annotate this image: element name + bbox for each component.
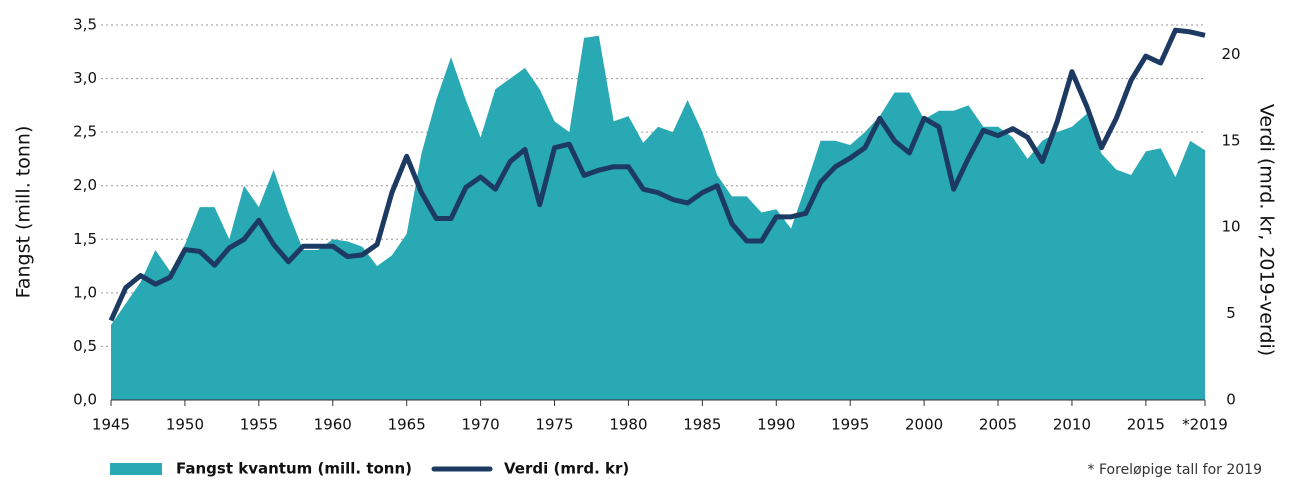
x-tick-label: 1970 — [462, 416, 500, 434]
x-tick-label: 1950 — [166, 416, 204, 434]
y2-tick-label: 15 — [1221, 131, 1240, 149]
x-tick-label: 1980 — [609, 416, 647, 434]
area — [111, 35, 1205, 400]
x-tick-label: 1985 — [683, 416, 721, 434]
legend-label: Verdi (mrd. kr) — [504, 460, 629, 478]
x-tick-label: 2015 — [1127, 416, 1165, 434]
legend-label: Fangst kvantum (mill. tonn) — [176, 460, 412, 478]
y2-tick-label: 5 — [1226, 304, 1236, 322]
x-tick-label: 2005 — [979, 416, 1017, 434]
y2-tick-label: 20 — [1221, 45, 1240, 63]
y-tick-label: 3,5 — [73, 16, 97, 34]
x-tick-label: 1975 — [535, 416, 573, 434]
y-tick-label: 0,0 — [73, 391, 97, 409]
y2-axis-label: Verdi (mrd. kr, 2019-verdi) — [1256, 104, 1278, 356]
x-tick-label: *2019 — [1182, 416, 1228, 434]
x-tick-label: 2010 — [1053, 416, 1091, 434]
x-tick-label: 2000 — [905, 416, 943, 434]
y-tick-label: 2,5 — [73, 123, 97, 141]
y-tick-label: 1,5 — [73, 230, 97, 248]
footnote: * Foreløpige tall for 2019 — [1088, 462, 1262, 478]
x-tick-label: 1990 — [757, 416, 795, 434]
x-tick-label: 1945 — [92, 416, 130, 434]
y-tick-label: 1,0 — [73, 283, 97, 301]
x-tick-label: 1960 — [314, 416, 352, 434]
legend-swatch — [110, 463, 162, 475]
value-line — [108, 27, 1206, 322]
y-axis-label: Fangst (mill. tonn) — [13, 126, 35, 299]
y2-tick-label: 10 — [1221, 218, 1240, 236]
x-tick-label: 1965 — [388, 416, 426, 434]
x-tick-label: 1955 — [240, 416, 278, 434]
x-tick-label: 1995 — [831, 416, 869, 434]
y2-tick-label: 0 — [1226, 391, 1236, 409]
y-tick-label: 0,5 — [73, 337, 97, 355]
y-tick-label: 3,0 — [73, 69, 97, 87]
y-tick-label: 2,0 — [73, 176, 97, 194]
